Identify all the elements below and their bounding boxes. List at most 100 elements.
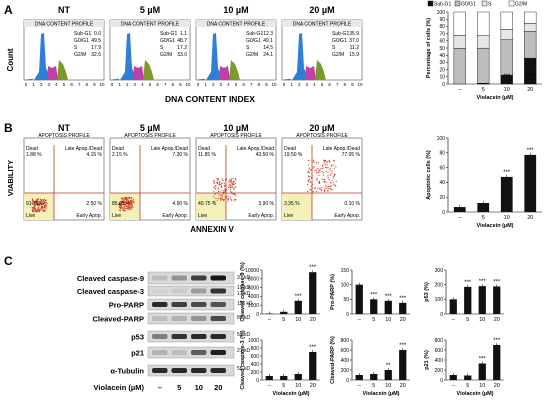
x-tick-label: 10	[271, 82, 277, 87]
cell-event	[320, 168, 322, 170]
quad-value-live: 3.35 %	[284, 201, 300, 207]
bar-segment	[524, 23, 537, 32]
cell-event	[335, 166, 337, 168]
cell-event	[326, 186, 328, 188]
cell-event	[35, 203, 38, 205]
cell-event	[34, 207, 36, 209]
cell-event	[216, 178, 218, 180]
cell-event	[227, 198, 229, 200]
cell-event	[234, 186, 236, 189]
cell-cycle-panel: 5 µM DNA CONTENT PROFILE Sub-G1 1.1 G0/G1 48.…	[109, 5, 191, 87]
x-tick-label: 6	[242, 82, 245, 87]
protein-label: Cleaved caspase-3	[77, 287, 144, 296]
x-tick-label: –	[452, 317, 456, 323]
bar	[384, 370, 392, 380]
profile-title: DNA CONTENT PROFILE	[293, 22, 352, 28]
cell-event	[35, 199, 37, 201]
phase-label: G0/G1	[74, 38, 89, 44]
cell-event	[128, 201, 130, 203]
cell-event	[316, 179, 318, 181]
x-tick-label: 10	[385, 317, 391, 323]
cell-event	[215, 197, 217, 199]
y-tick-label: 0	[442, 82, 445, 88]
cell-event	[221, 178, 223, 180]
cell-event	[308, 172, 310, 174]
cell-event	[224, 196, 226, 198]
x-tick-label: 2	[212, 82, 215, 87]
y-tick-label: 4000	[248, 294, 259, 300]
cell-event	[333, 175, 335, 178]
legend-label: G2/M	[515, 2, 527, 8]
y-tick-label: 600	[251, 354, 260, 360]
blot-band	[210, 288, 226, 294]
profile-title: DNA CONTENT PROFILE	[207, 22, 266, 28]
condition-label: 20 µM	[309, 5, 334, 15]
x-axis-label: Violacein (µM)	[457, 391, 494, 397]
apoptosis-y-label: VIABILITY	[6, 160, 15, 196]
cell-event	[234, 198, 236, 200]
cell-event	[130, 199, 132, 201]
x-tick-label: 2	[298, 82, 301, 87]
cell-event	[310, 189, 312, 191]
protein-label: p53	[131, 333, 144, 342]
bar	[280, 376, 288, 380]
quad-label-live: Live	[198, 213, 207, 219]
cell-event	[131, 206, 133, 208]
x-tick-label: 5	[282, 317, 285, 323]
cell-event	[324, 164, 326, 166]
y-tick-label: 200	[341, 368, 350, 374]
x-tick-label: 20	[310, 317, 316, 323]
x-tick-label: –	[458, 87, 462, 93]
cell-event	[320, 189, 322, 191]
cell-event	[217, 183, 219, 185]
cell-event	[311, 187, 313, 189]
cell-event	[40, 204, 42, 206]
cell-event	[31, 199, 34, 201]
quad-label-late: Late Apop./Dead	[237, 146, 274, 152]
x-tick-label: 10	[385, 383, 391, 389]
cell-event	[231, 185, 233, 187]
cell-event	[313, 161, 315, 164]
x-tick-label: 8	[344, 82, 347, 87]
bar	[500, 176, 513, 212]
cell-event	[316, 171, 318, 173]
cell-event	[119, 206, 121, 208]
cell-event	[224, 191, 226, 193]
cell-event	[232, 181, 234, 183]
cell-event	[33, 204, 35, 206]
x-tick-label: –	[358, 383, 362, 389]
blot-row: α-Tubulin	[110, 364, 235, 377]
y-axis-label: Percentage of cells (%)	[426, 18, 432, 78]
cell-event	[35, 200, 38, 202]
y-axis-label: Pro-PARP (%)	[330, 274, 336, 310]
y-tick-label: 1000	[248, 338, 259, 344]
cell-event	[229, 184, 231, 186]
bar	[294, 300, 302, 314]
cell-event	[323, 174, 325, 176]
cell-event	[229, 180, 231, 182]
blot-row: Cleaved-PARP	[92, 312, 235, 325]
cell-event	[233, 181, 235, 183]
cell-event	[326, 167, 328, 169]
x-tick-label: 4	[313, 82, 316, 87]
condition-label: NT	[58, 5, 70, 15]
cell-event	[39, 203, 41, 205]
cell-event	[212, 196, 215, 198]
y-tick-label: 80	[439, 151, 445, 157]
cell-event	[312, 160, 314, 162]
x-tick-label: 7	[336, 82, 339, 87]
phase-value: 15.9	[349, 52, 359, 58]
cell-event	[44, 200, 47, 202]
quad-value-late: 7.30 %	[172, 152, 188, 158]
quad-label-late: Late Apop./Dead	[65, 146, 102, 152]
x-tick-label: 3	[134, 82, 137, 87]
bar	[399, 350, 407, 380]
y-tick-label: 400	[341, 358, 350, 364]
x-tick-label: 7	[164, 82, 167, 87]
cell-event	[31, 198, 34, 200]
cell-event	[121, 201, 123, 203]
bar-segment	[453, 48, 466, 85]
profile-title-bar	[24, 20, 104, 27]
cell-event	[316, 177, 318, 179]
x-tick-label: 10	[185, 82, 191, 87]
